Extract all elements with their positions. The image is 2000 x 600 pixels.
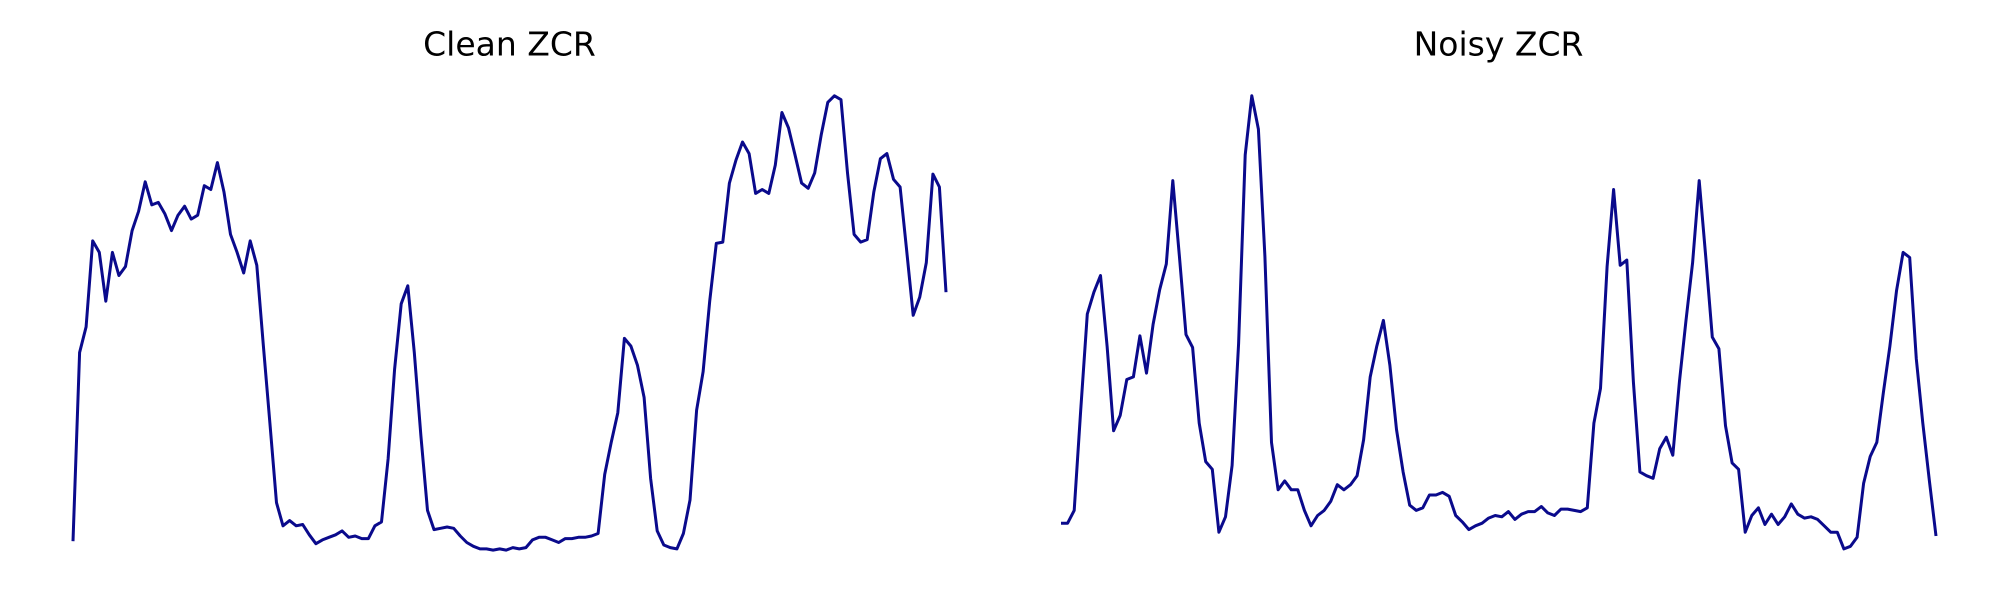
data-line (71, 94, 948, 552)
chart-title: Clean ZCR (423, 25, 596, 64)
data-line (1061, 94, 1938, 551)
chart-title: Noisy ZCR (1414, 25, 1584, 64)
